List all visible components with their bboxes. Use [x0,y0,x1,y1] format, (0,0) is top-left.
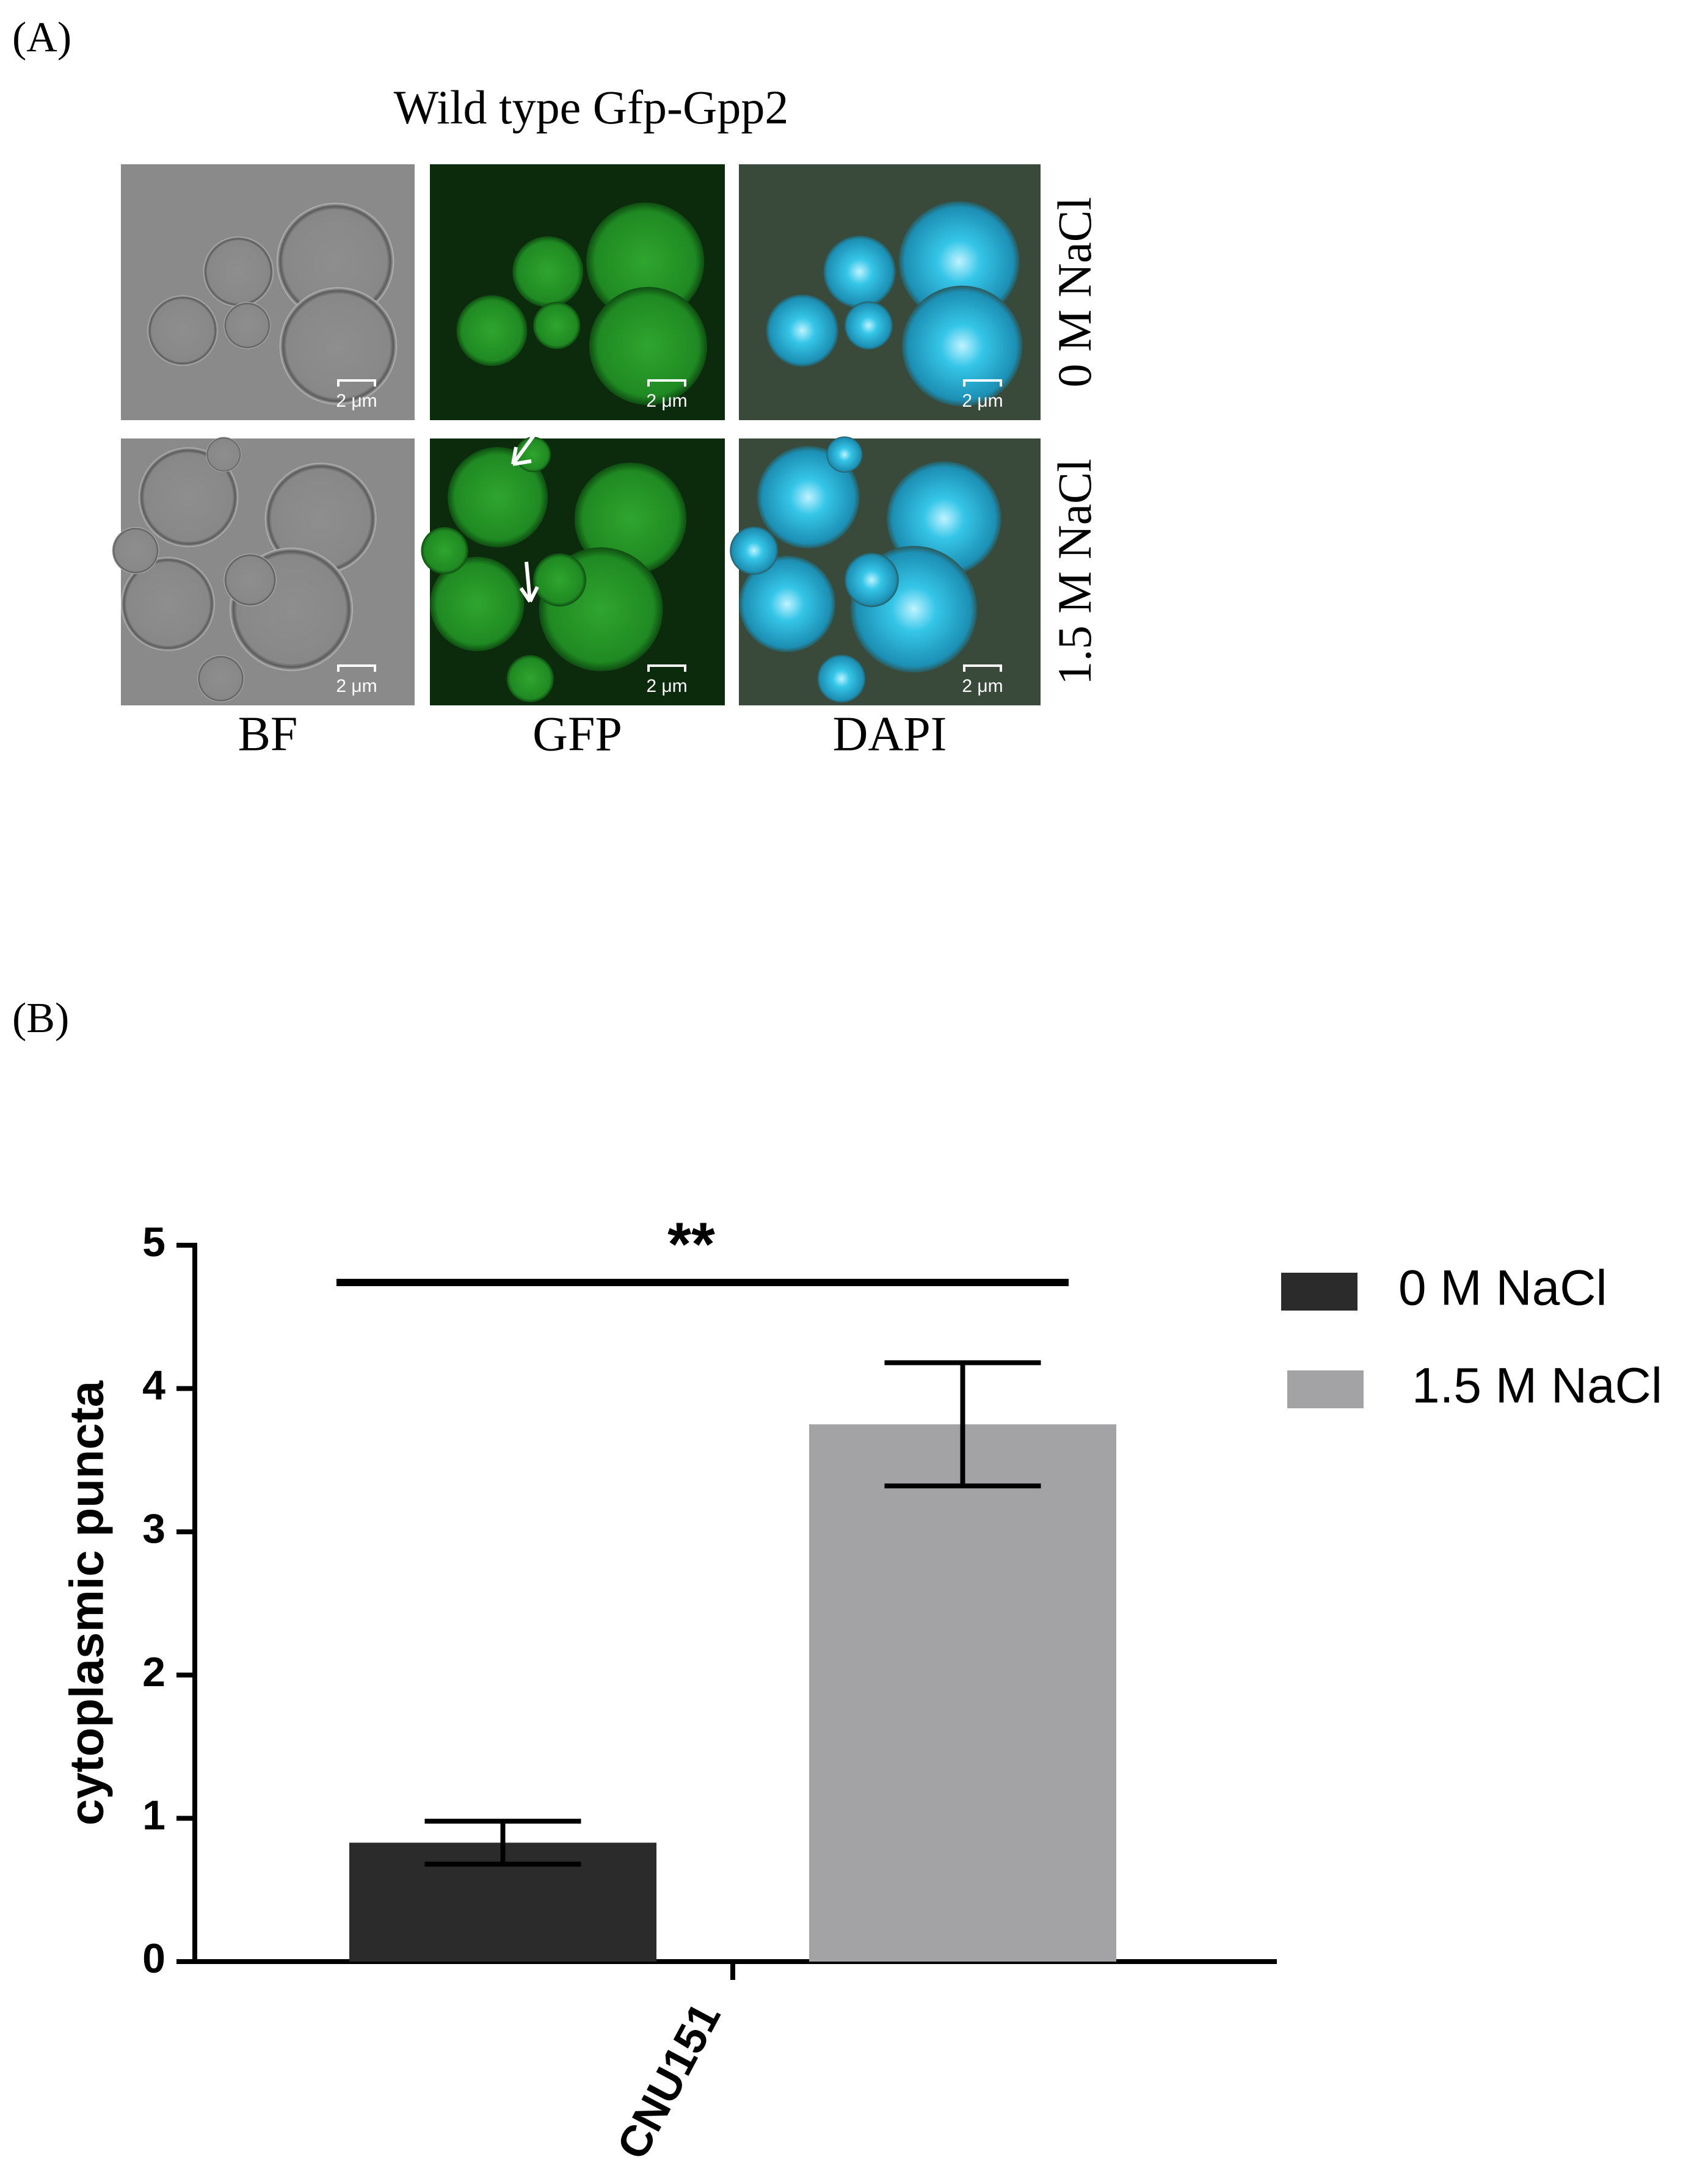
y-tick-label: 0 [142,1935,165,1982]
arrow [519,561,539,603]
scale-bar-label: 2 μm [336,391,377,411]
significance-label: ** [667,1210,715,1278]
cell [589,286,708,406]
cell [512,236,584,307]
scale-bar [337,664,376,672]
cell [421,526,468,575]
scale-bar-label: 2 μm [646,391,687,411]
cell [739,555,836,652]
cell [264,462,377,575]
cell [197,655,245,702]
cell [223,302,271,349]
scale-bar [337,379,376,387]
scale-bar-label: 2 μm [962,391,1003,411]
scale-bar [963,379,1002,387]
cell [844,301,893,350]
cell [844,553,899,608]
cell [279,287,398,405]
error-bar [424,1819,581,1867]
cell [447,447,548,548]
scale-bar [963,664,1002,672]
y-axis-title: cytoplasmic puncta [60,1380,114,1825]
cell [533,302,581,349]
cell [112,527,159,575]
scale-bar-label: 2 μm [962,676,1003,696]
cell [506,655,554,702]
cell [757,446,860,549]
scale-bar-label: 2 μm [336,676,377,696]
column-label: DAPI [833,707,947,761]
cell [138,447,239,547]
cell [121,556,215,651]
scale-bar-label: 2 μm [646,676,687,696]
column-label: GFP [532,707,622,761]
cell [206,437,242,473]
scale-bar [647,379,686,387]
cell [901,285,1023,407]
y-tick-label: 2 [142,1649,165,1695]
legend-swatch [1281,1273,1357,1311]
cell [456,295,528,366]
scale-bar [647,664,686,672]
panel-label: (A) [12,14,71,61]
row-label: 0 M NaCl [1048,197,1101,388]
cell [574,462,687,575]
legend-swatch [1287,1370,1364,1408]
x-tick-label: CNU151 [608,1995,730,2167]
cell [898,201,1020,322]
cell [203,236,274,307]
panel-label: (B) [12,995,69,1042]
y-tick-label: 3 [142,1505,165,1552]
cell [147,295,218,366]
error-bar [884,1360,1041,1489]
arrow [511,429,539,466]
cell [276,203,394,321]
cell [730,526,779,575]
cell [586,202,705,321]
y-tick-label: 1 [142,1792,165,1838]
bar [809,1424,1116,1962]
panel-title: Wild type Gfp-Gpp2 [394,81,789,134]
cell [817,654,866,703]
y-tick-label: 5 [142,1219,165,1265]
cell [533,553,586,607]
row-label: 1.5 M NaCl [1048,459,1101,685]
y-tick-label: 4 [142,1362,165,1409]
cell [823,235,896,308]
cell [826,436,863,473]
column-label: BF [238,707,298,761]
legend-label: 0 M NaCl [1398,1260,1607,1316]
cell [223,553,277,606]
cell [766,294,839,367]
cell [430,556,525,652]
legend-label: 1.5 M NaCl [1412,1358,1662,1414]
